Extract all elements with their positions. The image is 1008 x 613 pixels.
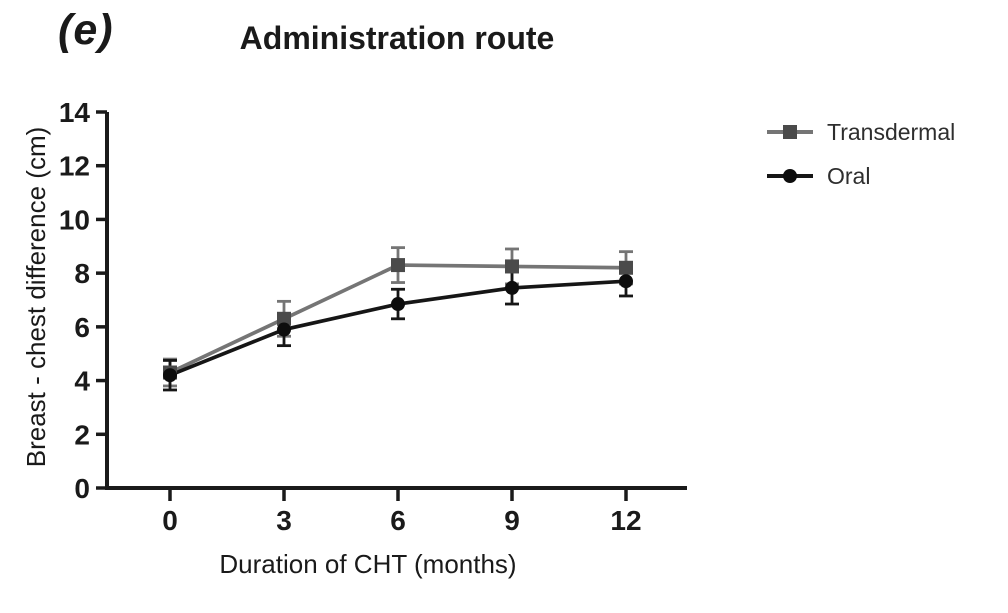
- legend: Transdermal Oral: [766, 118, 955, 206]
- marker-circle-oral: [277, 322, 291, 337]
- chart-title: Administration route: [239, 20, 555, 56]
- marker-square-transdermal: [505, 259, 519, 274]
- y-tick-label: 12: [59, 151, 90, 182]
- y-tick-label: 14: [59, 97, 91, 128]
- y-tick-label: 6: [74, 312, 90, 343]
- y-tick-label: 10: [59, 204, 90, 235]
- marker-circle-oral: [163, 368, 177, 383]
- y-tick-label: 2: [74, 419, 90, 450]
- marker-square-transdermal: [619, 260, 633, 275]
- x-tick-label: 9: [504, 505, 520, 536]
- x-tick-label: 3: [276, 505, 292, 536]
- y-tick-label: 8: [74, 258, 90, 289]
- legend-label-transdermal: Transdermal: [827, 118, 956, 145]
- legend-item-oral: Oral: [766, 162, 955, 190]
- marker-circle-oral: [505, 280, 519, 295]
- legend-item-transdermal: Transdermal: [766, 118, 955, 146]
- x-axis-label: Duration of CHT (months): [219, 549, 517, 579]
- x-tick-label: 0: [162, 505, 178, 536]
- marker-circle-oral: [619, 274, 633, 289]
- panel-label: (e): [58, 6, 114, 54]
- legend-label-oral: Oral: [827, 162, 871, 189]
- marker-circle-oral: [391, 297, 405, 312]
- marker-square-transdermal: [391, 258, 405, 273]
- marker-square-transdermal: [277, 311, 291, 326]
- x-tick-label: 12: [610, 505, 641, 536]
- legend-circle-icon: [767, 169, 813, 183]
- y-tick-label: 4: [74, 366, 90, 397]
- x-tick-label: 6: [390, 505, 406, 536]
- legend-square-icon: [767, 125, 813, 139]
- y-tick-label: 0: [74, 473, 90, 504]
